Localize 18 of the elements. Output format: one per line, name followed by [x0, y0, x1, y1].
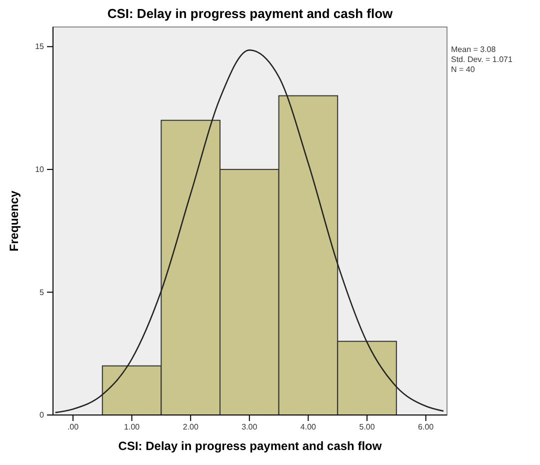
x-tick-label: 4.00: [300, 422, 317, 432]
y-axis-title: Frequency: [7, 190, 21, 252]
x-tick-label: 2.00: [182, 422, 199, 432]
chart-title: CSI: Delay in progress payment and cash flow: [107, 6, 394, 21]
text: Mean = 3.08: [451, 45, 496, 54]
y-tick-label: 10: [35, 164, 45, 174]
x-tick-label: 3.00: [242, 422, 258, 432]
y-tick-label: 15: [35, 42, 45, 52]
x-tick-label: 5.00: [359, 422, 376, 432]
text: N = 40: [451, 65, 476, 74]
x-tick-label: 1.00: [124, 422, 140, 432]
y-tick-label: 5: [40, 288, 45, 297]
y-tick-label: 0: [40, 410, 45, 420]
line-series: [54, 49, 444, 414]
x-tick-label: 6.00: [418, 422, 434, 432]
text: Std. Dev. = 1.071: [451, 55, 513, 64]
x-tick-label: .00: [67, 422, 80, 432]
x-axis-title: CSI: Delay in progress payment and cash flow: [118, 439, 382, 453]
